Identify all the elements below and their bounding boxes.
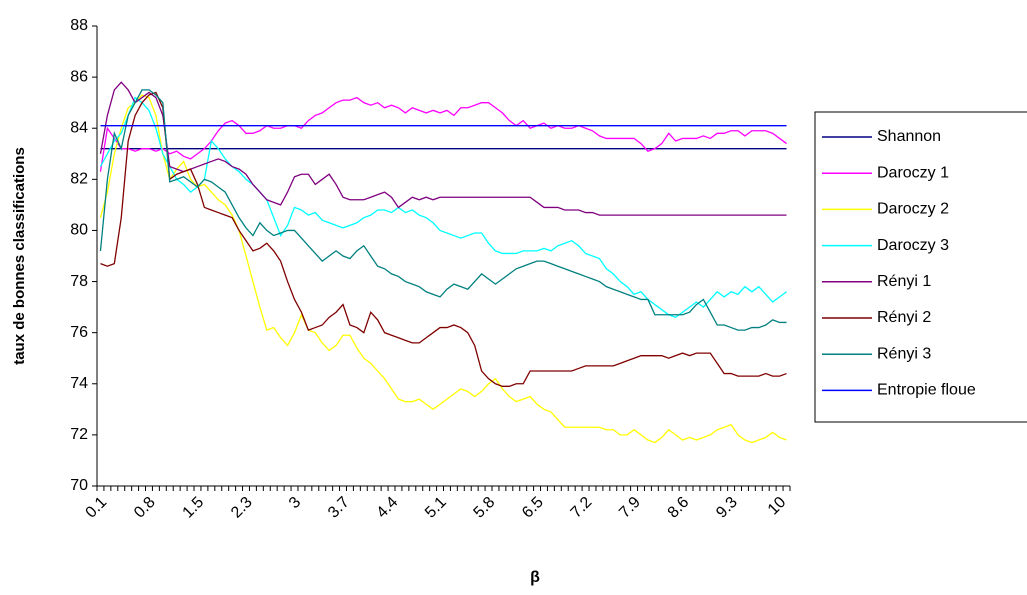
legend-label: Entropie floue	[877, 382, 976, 399]
series-line	[100, 91, 787, 387]
y-tick-label: 86	[70, 68, 88, 85]
series-line	[99, 81, 787, 216]
legend-label: Rényi 2	[877, 309, 931, 326]
legend-label: Daroczy 2	[877, 201, 949, 218]
series-line	[99, 96, 787, 172]
x-axis-label: β	[530, 569, 540, 586]
legend-label: Rényi 1	[877, 273, 931, 290]
legend-box	[814, 111, 1027, 423]
y-tick-label: 80	[70, 222, 88, 239]
y-tick-label: 74	[70, 375, 88, 392]
legend-label: Daroczy 1	[877, 164, 949, 181]
y-axis-label: taux de bonnes classifications	[11, 147, 28, 365]
legend-label: Shannon	[877, 128, 941, 145]
y-tick-label: 82	[70, 171, 88, 188]
y-tick-label: 78	[70, 273, 88, 290]
series-line	[99, 96, 787, 319]
series-line	[99, 94, 787, 444]
y-tick-label: 70	[70, 477, 88, 494]
y-tick-label: 72	[70, 426, 88, 443]
y-tick-label: 76	[70, 324, 88, 341]
legend-label: Daroczy 3	[877, 237, 949, 254]
series-line	[99, 89, 787, 331]
y-tick-label: 84	[70, 119, 88, 136]
legend-label: Rényi 3	[877, 345, 931, 362]
y-tick-label: 88	[70, 17, 88, 34]
